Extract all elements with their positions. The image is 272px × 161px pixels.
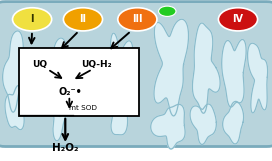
Text: I: I	[30, 14, 34, 24]
Polygon shape	[190, 104, 216, 144]
Text: III: III	[132, 14, 143, 24]
Polygon shape	[222, 101, 244, 144]
Text: UQ: UQ	[32, 60, 47, 69]
FancyBboxPatch shape	[0, 2, 272, 147]
Text: mt SOD: mt SOD	[69, 105, 97, 111]
FancyBboxPatch shape	[19, 48, 139, 116]
Text: H₂O₂: H₂O₂	[52, 143, 79, 153]
Polygon shape	[44, 38, 70, 117]
Polygon shape	[192, 23, 220, 113]
Polygon shape	[5, 85, 24, 130]
Polygon shape	[3, 31, 26, 112]
Text: UQ-H₂: UQ-H₂	[81, 60, 112, 69]
Polygon shape	[154, 19, 188, 116]
Circle shape	[159, 6, 176, 16]
Text: IV: IV	[233, 14, 243, 24]
Circle shape	[13, 8, 52, 31]
Polygon shape	[248, 43, 268, 113]
Circle shape	[63, 8, 103, 31]
Text: II: II	[79, 14, 86, 24]
Polygon shape	[49, 89, 66, 141]
Polygon shape	[110, 91, 128, 135]
Circle shape	[218, 8, 258, 31]
Polygon shape	[106, 33, 133, 111]
Circle shape	[118, 8, 157, 31]
Polygon shape	[222, 39, 246, 107]
Text: O₂⁻•: O₂⁻•	[59, 87, 83, 97]
Polygon shape	[151, 104, 185, 149]
